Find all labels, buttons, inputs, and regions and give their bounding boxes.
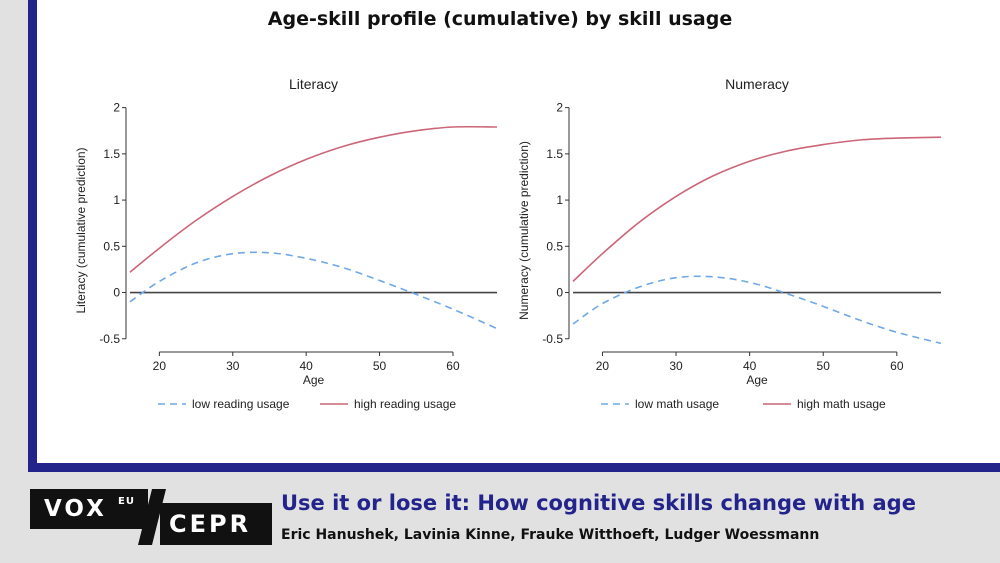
y-tick-label: 2 xyxy=(113,101,120,115)
figure-title: Age-skill profile (cumulative) by skill … xyxy=(267,8,733,30)
legend-label: high math usage xyxy=(797,397,886,411)
y-tick-label: 2 xyxy=(556,101,563,115)
logo-vox-text: VOX xyxy=(44,496,107,522)
x-tick-label: 60 xyxy=(446,359,460,373)
panel-title: Numeracy xyxy=(725,76,789,92)
charts-svg: Literacy -0.5 0 0.5 1 1.5 2 Literacy (cumulativ… xyxy=(74,76,942,411)
series-line-low xyxy=(129,251,498,330)
x-axis-title: Age xyxy=(746,373,768,387)
x-axis-title: Age xyxy=(303,373,325,387)
x-tick-label: 40 xyxy=(743,359,757,373)
y-tick-label: -0.5 xyxy=(99,332,120,346)
logo-slash-icon xyxy=(138,489,166,545)
chart-panel-0: Literacy -0.5 0 0.5 1 1.5 2 Literacy (cumulativ… xyxy=(74,76,498,411)
legend-label: low reading usage xyxy=(192,397,290,411)
frame-bottom-border xyxy=(28,463,1000,472)
chart-panel xyxy=(37,0,1000,463)
legend-label: low math usage xyxy=(635,397,719,411)
series-line-low xyxy=(572,275,942,345)
y-tick-label: 0.5 xyxy=(546,239,563,253)
chart-frame xyxy=(0,0,1000,472)
legend-label: high reading usage xyxy=(354,397,456,411)
x-tick-label: 50 xyxy=(373,359,387,373)
y-tick-label: -0.5 xyxy=(542,332,563,346)
y-axis-title: Numeracy (cumulative prediction) xyxy=(517,141,531,320)
frame-left-border xyxy=(28,0,37,472)
frame-margin xyxy=(0,0,28,472)
x-tick-label: 20 xyxy=(153,359,167,373)
x-tick-label: 20 xyxy=(596,359,610,373)
x-tick-label: 50 xyxy=(817,359,831,373)
x-tick-label: 60 xyxy=(890,359,904,373)
y-tick-label: 0 xyxy=(556,286,563,300)
x-tick-label: 40 xyxy=(299,359,313,373)
x-tick-label: 30 xyxy=(669,359,683,373)
x-tick-label: 30 xyxy=(226,359,240,373)
y-tick-label: 1 xyxy=(113,193,120,207)
article-authors: Eric Hanushek, Lavinia Kinne, Frauke Wit… xyxy=(281,527,820,543)
y-tick-label: 0.5 xyxy=(103,239,120,253)
y-axis-title: Literacy (cumulative prediction) xyxy=(74,147,88,313)
logo-cepr-text: CEPR xyxy=(169,510,252,538)
voxeu-logo[interactable]: VOX EU xyxy=(30,489,148,529)
cepr-logo[interactable]: CEPR xyxy=(160,503,272,545)
logo-eu-superscript: EU xyxy=(118,496,135,507)
y-tick-label: 1 xyxy=(556,193,563,207)
article-title[interactable]: Use it or lose it: How cognitive skills … xyxy=(281,491,916,515)
y-tick-label: 1.5 xyxy=(103,147,120,161)
chart-panel-1: Numeracy -0.5 0 0.5 1 1.5 2 Numeracy (cumulativ… xyxy=(517,76,942,411)
series-line-high xyxy=(129,125,498,273)
y-tick-label: 0 xyxy=(113,286,120,300)
panel-title: Literacy xyxy=(289,76,338,92)
y-tick-label: 1.5 xyxy=(546,147,563,161)
series-line-high xyxy=(572,136,942,282)
